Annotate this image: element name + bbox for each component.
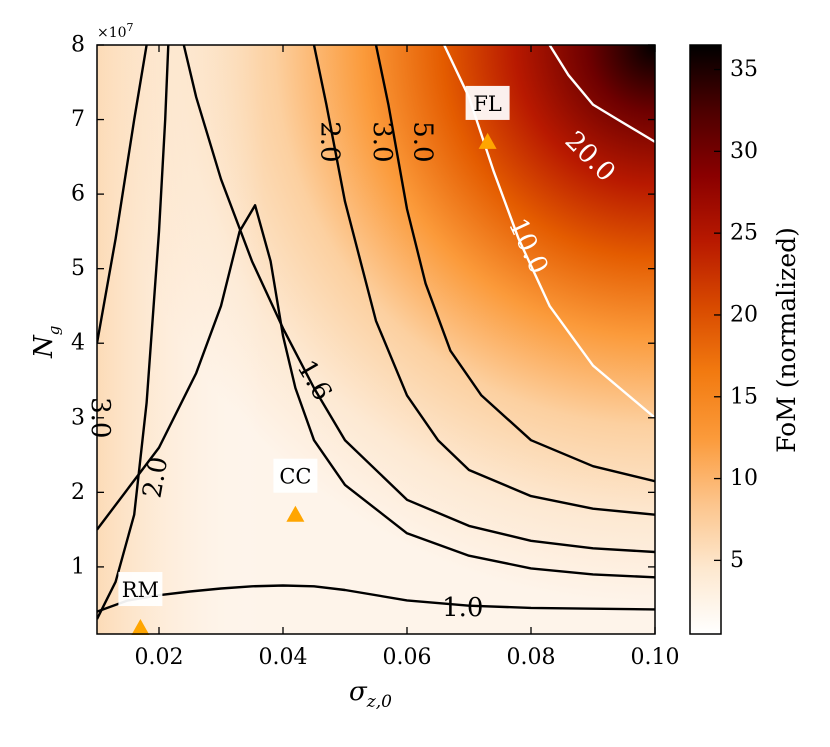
marker-triangle-rm [131, 619, 150, 636]
marker-label-fl: FL [473, 92, 502, 116]
colorbar-tick-label: 5 [730, 548, 744, 573]
colorbar-tick-label: 15 [730, 384, 758, 409]
colorbar-tick-label: 10 [730, 466, 758, 491]
y-tick-label: 6 [71, 182, 85, 207]
heatmap-left-tint [97, 45, 655, 634]
y-tick-label: 8 [71, 33, 85, 58]
colorbar-scale [689, 44, 722, 635]
y-axis-label: Ng [29, 326, 63, 359]
x-axis-label: σz,0 [349, 677, 392, 712]
y-axis-ticks: 1 2 3 4 5 6 7 8 [71, 33, 655, 579]
contour-label-2: 2.0 [138, 454, 175, 500]
x-tick-label: 0.04 [259, 645, 308, 670]
contour-label-0: 1.0 [442, 593, 483, 623]
marker-label-box-fl [465, 85, 510, 120]
contour-label-5: 5.0 [408, 121, 438, 162]
contour-line-3-0-5 [312, 45, 655, 516]
colorbar-tick-label: 30 [730, 139, 758, 164]
x-axis-ticks: 0.02 0.04 0.06 0.08 0.10 [135, 45, 680, 670]
marker-label-box-rm [118, 572, 163, 607]
y-multiplier: ×107 [97, 21, 134, 41]
y-tick-label: 5 [71, 256, 85, 281]
colorbar-ticks: 5 10 15 20 25 30 35 [714, 57, 758, 573]
contour-line-5-0-6 [374, 45, 655, 483]
marker-label-rm: RM [122, 578, 159, 602]
marker-label-cc: CC [279, 465, 311, 489]
contour-line-1-6-1 [97, 204, 655, 579]
y-tick-label: 7 [71, 107, 85, 132]
marker-label-box-cc [273, 458, 318, 493]
x-tick-label: 0.08 [507, 645, 556, 670]
contour-line-1-0-0 [97, 584, 655, 613]
colorbar-label: FoM (normalized) [772, 227, 801, 453]
colorbar-tick-label: 35 [730, 57, 758, 82]
contour-line-2-0-3 [182, 45, 655, 554]
marker-layer: RM CC FL [118, 85, 510, 636]
x-tick-label: 0.10 [631, 645, 680, 670]
x-tick-label: 0.06 [383, 645, 432, 670]
colorbar: 5 10 15 20 25 30 35 FoM (normalized) [689, 44, 801, 635]
contour-label-3: 2.0 [315, 121, 345, 162]
y-tick-label: 4 [71, 331, 85, 356]
y-tick-label: 3 [71, 405, 85, 430]
colorbar-tick-label: 25 [730, 221, 758, 246]
plot-frame [96, 44, 656, 635]
contour-line-20-0-8 [548, 45, 655, 143]
marker-triangle-cc [286, 505, 305, 522]
contour-label-4: 3.0 [367, 121, 397, 162]
colorbar-tick-label: 20 [730, 302, 758, 327]
contour-label-layer: 1.01.62.02.0 3.0 5.03.010.020.0 [85, 121, 621, 623]
y-tick-label: 2 [71, 480, 85, 505]
contour-line-3-0-4 [97, 45, 148, 344]
x-tick-label: 0.02 [135, 645, 184, 670]
marker-triangle-fl [478, 132, 497, 149]
y-tick-label: 1 [71, 554, 85, 579]
contour-line-2-0-2 [97, 45, 170, 620]
